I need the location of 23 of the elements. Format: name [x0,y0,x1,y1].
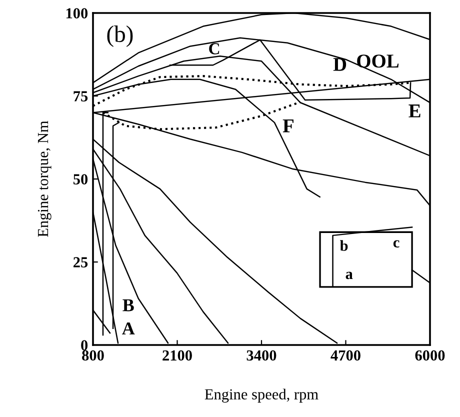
x-axis-title: Engine speed, rpm [204,388,318,403]
annotation: a [346,272,353,280]
annotation: (b) [107,26,133,47]
x-tick-label: 800 [82,350,104,361]
y-tick-label: 0 [81,340,88,350]
annotation: E [408,104,420,118]
annotation: D [333,58,346,71]
annotation: B [122,299,134,312]
annotation: C [209,43,220,54]
y-tick-label: 75 [74,91,88,102]
x-tick-label: 6000 [415,350,445,361]
x-tick-label: 4700 [330,350,360,361]
y-tick-label: 100 [66,8,88,18]
annotation: A [122,322,135,334]
annotation: OOL [357,54,399,68]
y-axis-title: Engine torque, Nm [38,120,52,237]
x-tick-label: 3400 [246,350,276,361]
y-tick-label: 25 [74,257,88,268]
annotation: c [393,240,400,248]
annotation: F [282,119,294,132]
x-tick-label: 2100 [162,350,192,361]
annotation: b [340,240,348,251]
y-tick-label: 50 [73,174,88,184]
